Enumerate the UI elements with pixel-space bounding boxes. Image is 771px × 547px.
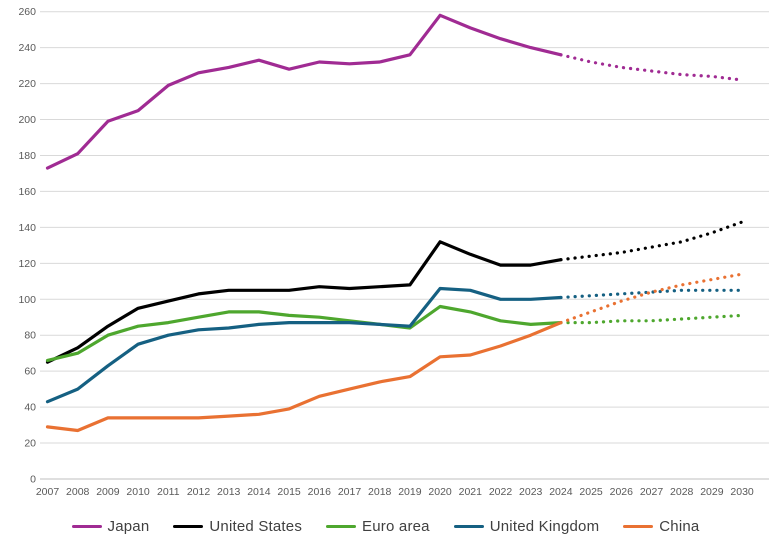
series-line-united-kingdom	[45, 286, 563, 404]
y-axis-tick-label: 0	[30, 474, 36, 486]
x-axis-tick-label: 2017	[338, 486, 362, 498]
y-axis-tick-label: 160	[18, 186, 36, 198]
x-axis-tick-label: 2024	[549, 486, 573, 498]
chart-legend: Japan United States Euro area United Kingdo…	[0, 508, 771, 544]
legend-swatch-china	[623, 524, 654, 528]
x-axis-tick-label: 2020	[428, 486, 452, 498]
x-axis-tick-label: 2018	[368, 486, 392, 498]
x-axis-tick-label: 2029	[700, 486, 724, 498]
legend-swatch-euro-area	[326, 524, 357, 528]
x-axis-tick-label: 2022	[489, 486, 513, 498]
legend-label-united-states: United States	[209, 517, 303, 535]
series-line-china	[45, 321, 563, 433]
legend-label-euro-area: Euro area	[362, 517, 430, 535]
y-axis-tick-label: 120	[18, 258, 36, 270]
x-axis-tick-label: 2019	[398, 486, 422, 498]
legend-label-china: China	[659, 517, 700, 535]
x-axis-tick-label: 2012	[187, 486, 211, 498]
legend-swatch-united-kingdom	[453, 524, 484, 528]
series-line-euro-area	[45, 304, 563, 362]
x-axis-tick-label: 2008	[66, 486, 90, 498]
legend-label-japan: Japan	[107, 517, 150, 535]
y-axis-tick-label: 60	[24, 366, 36, 378]
legend-item-euro-area: Euro area	[326, 518, 430, 535]
legend-swatch-united-states	[173, 524, 204, 528]
x-axis-tick-label: 2007	[36, 486, 60, 498]
x-axis-tick-label: 2016	[308, 486, 332, 498]
x-axis-tick-label: 2028	[670, 486, 694, 498]
x-axis-tick-label: 2009	[96, 486, 120, 498]
y-axis-tick-label: 200	[18, 114, 36, 126]
x-axis-tick-label: 2010	[126, 486, 150, 498]
series-line-united-states	[45, 240, 563, 364]
y-axis-tick-label: 220	[18, 78, 36, 90]
x-axis-tick-label: 2030	[730, 486, 754, 498]
x-axis-tick-label: 2013	[217, 486, 241, 498]
x-axis-tick-label: 2011	[157, 486, 180, 498]
x-axis-tick-label: 2023	[519, 486, 543, 498]
y-axis-tick-label: 260	[18, 6, 36, 18]
x-axis-tick-label: 2015	[277, 486, 301, 498]
series-forecast-japan	[559, 53, 744, 82]
legend-item-united-kingdom: United Kingdom	[453, 517, 600, 535]
legend-item-japan: Japan	[71, 517, 150, 535]
legend-item-united-states: United States	[173, 518, 302, 535]
x-axis-tick-label: 2027	[640, 486, 664, 498]
y-axis-tick-label: 100	[18, 294, 36, 306]
legend-swatch-japan	[71, 524, 102, 528]
y-axis-tick-label: 40	[24, 402, 36, 414]
series-line-japan	[45, 13, 563, 170]
series-forecast-euro-area	[559, 313, 744, 325]
x-axis-tick-label: 2026	[610, 486, 634, 498]
x-axis-tick-label: 2014	[247, 486, 271, 498]
y-axis-tick-label: 20	[24, 438, 36, 450]
legend-item-china: China	[623, 518, 699, 535]
y-axis-tick-label: 140	[18, 222, 36, 234]
series-forecast-united-kingdom	[559, 288, 744, 300]
y-axis-tick-label: 180	[18, 150, 36, 162]
legend-label-united-kingdom: United Kingdom	[489, 517, 600, 535]
x-axis-tick-label: 2021	[459, 486, 483, 498]
series-forecast-united-states	[559, 220, 744, 262]
y-axis-tick-label: 240	[18, 42, 36, 54]
x-axis-tick-label: 2025	[579, 486, 603, 498]
debt-line-chart: 0 20 40 60 80 100 120 140 160 180 200 220 240 260 2007…	[18, 6, 769, 498]
y-axis-tick-label: 80	[24, 330, 36, 342]
series-forecast-china	[559, 272, 744, 325]
